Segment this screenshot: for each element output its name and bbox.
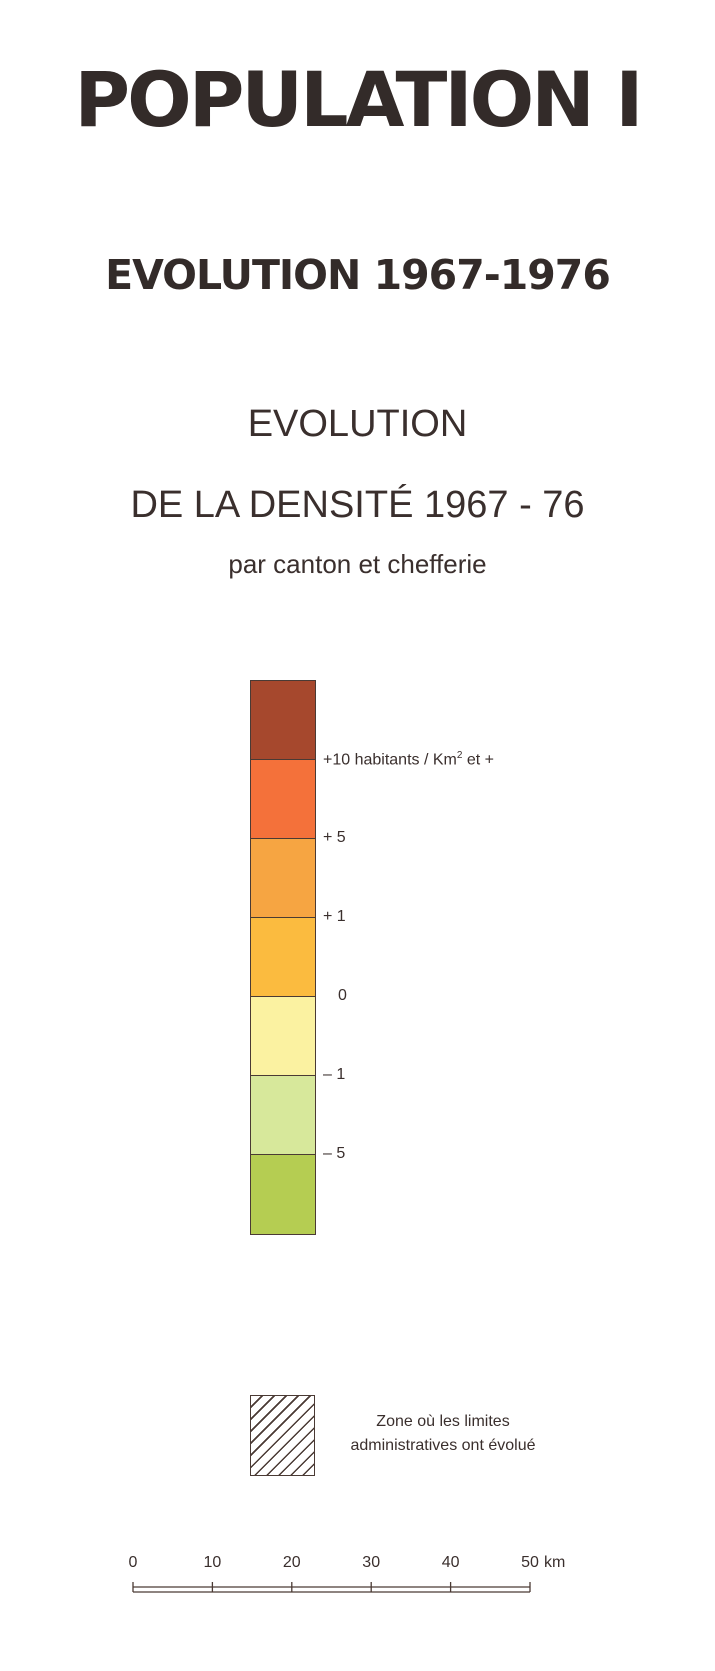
legend-threshold-label: – 5 [323,1145,346,1162]
legend-threshold-label: – 1 [323,1066,346,1083]
map-subtitle: par canton et chefferie [228,549,487,579]
hatch-label-line1: Zone où les limites [376,1413,510,1430]
map-title-line1: EVOLUTION [247,403,468,445]
legend-threshold-label: 0 [338,987,347,1004]
page-title: POPULATION I [74,55,643,144]
hatch-label-line2: administratives ont évolué [350,1437,536,1454]
legend-swatch [251,681,315,760]
hatch-swatch [250,1395,315,1476]
scale-bar-tick-label: 50 [521,1554,539,1571]
legend-swatch [251,1076,315,1155]
scale-bar-tick-label: 40 [441,1554,460,1571]
legend-threshold-label: +10 habitants / Km2 et + [323,750,494,769]
scale-bar-tick-label: 10 [203,1554,222,1571]
legend-threshold-label: + 1 [323,908,346,925]
page-subtitle: EVOLUTION 1967-1976 [105,251,611,299]
legend-threshold-label: + 5 [323,829,346,846]
scale-bar: 0 10 20 30 40 50 km [120,1555,580,1595]
map-title-line2: DE LA DENSITÉ 1967 - 76 [130,484,585,526]
scale-bar-tick-label: 20 [282,1554,301,1571]
scale-bar-tick-label: 30 [362,1554,381,1571]
scale-bar-unit: km [544,1554,566,1571]
legend-swatch [251,997,315,1076]
scale-bar-tick-label: 0 [128,1554,138,1571]
legend-swatch [251,918,315,997]
legend-swatch [251,839,315,918]
scale-bar-graphic [132,1582,531,1593]
legend-swatch [251,760,315,839]
density-legend [250,680,316,1235]
legend-swatch [251,1155,315,1234]
